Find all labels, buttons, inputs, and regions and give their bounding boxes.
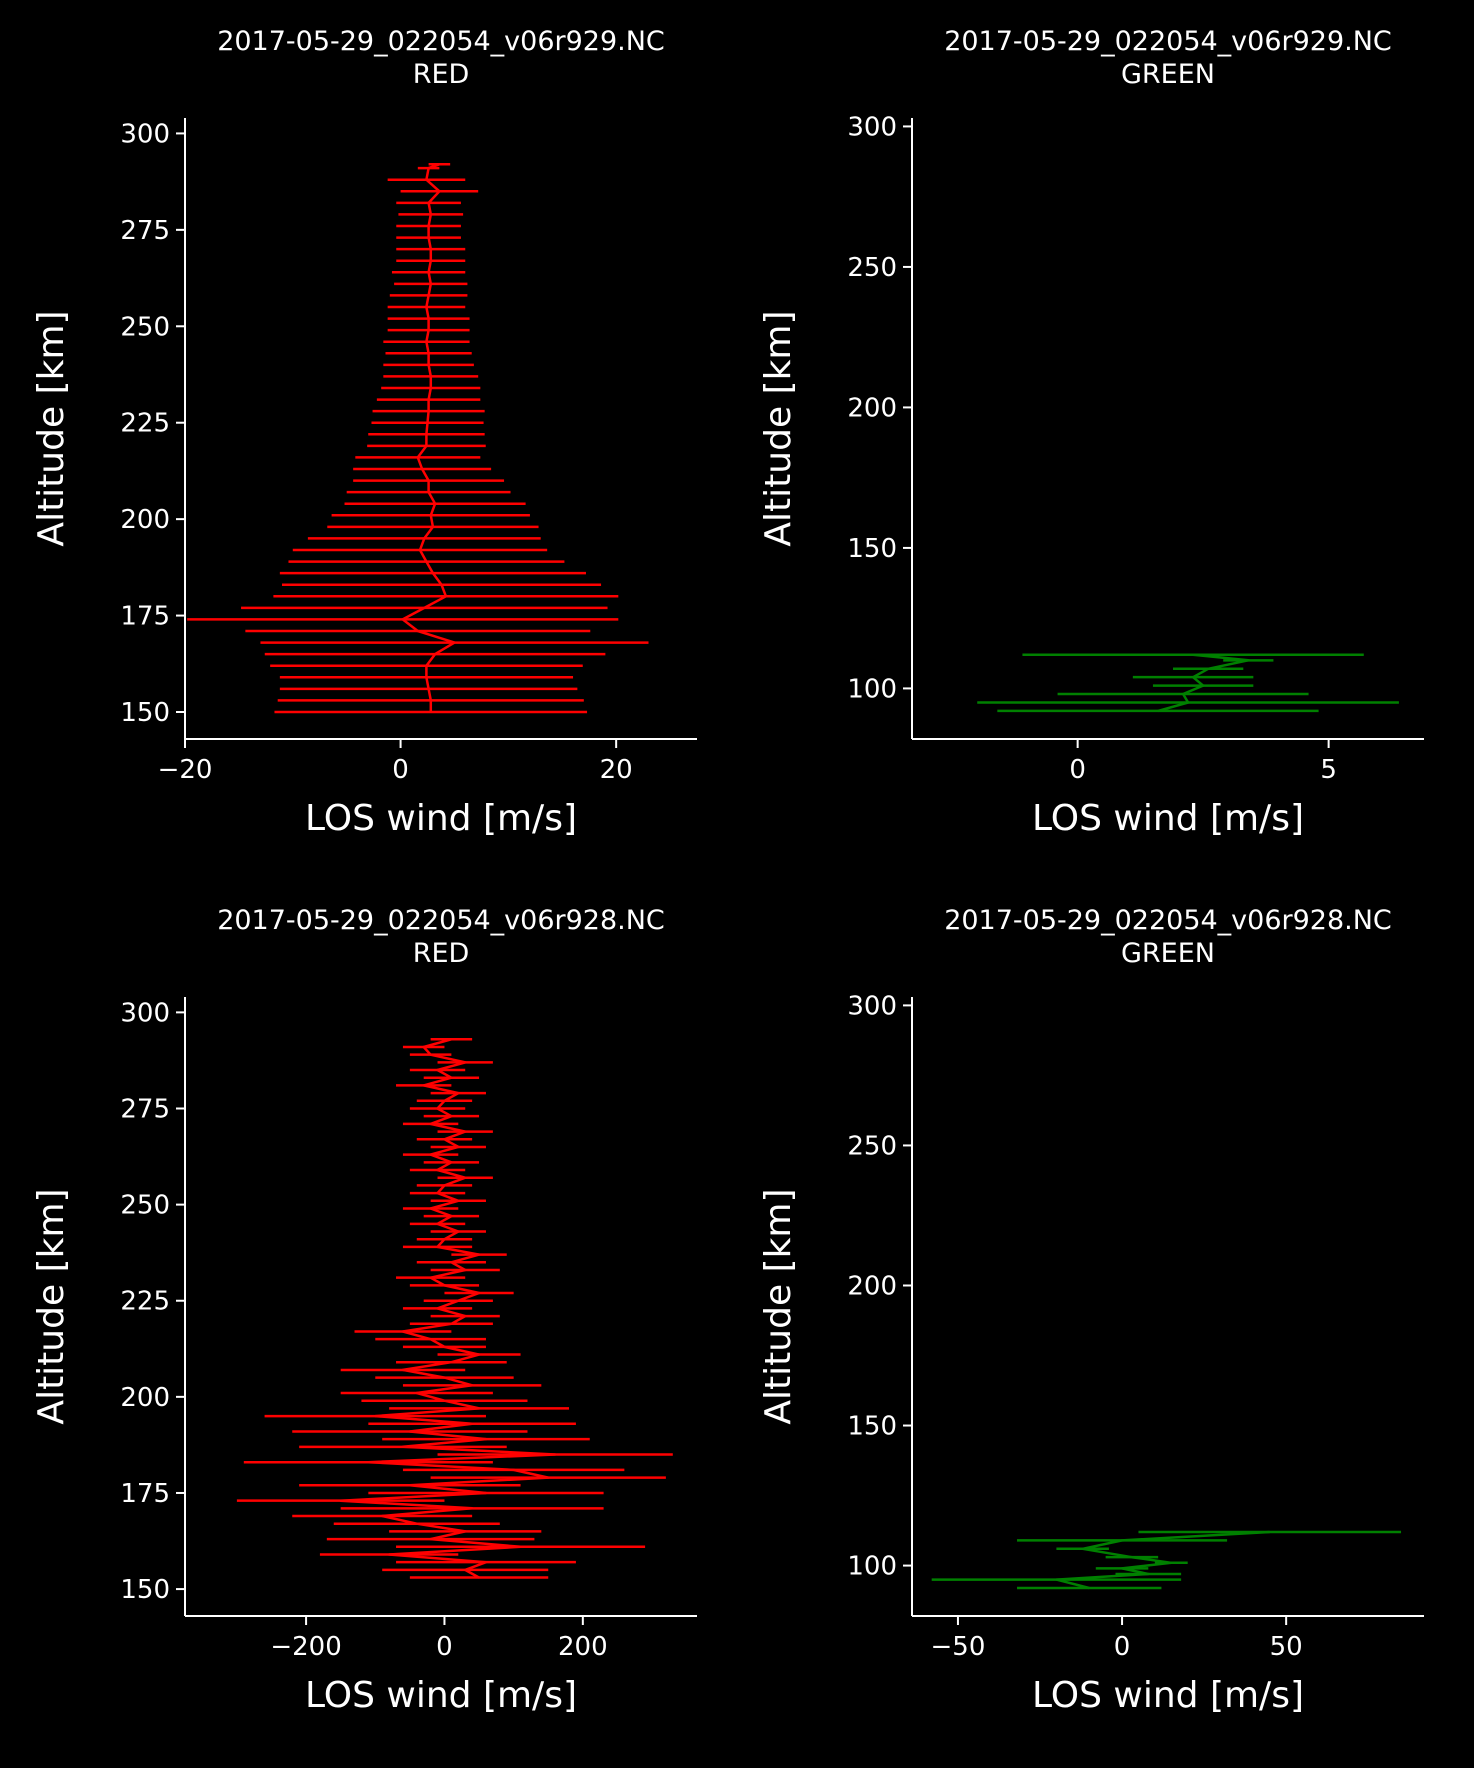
y-tick-label: 225 xyxy=(120,409,170,439)
y-tick-label: 300 xyxy=(847,991,897,1021)
x-tick-label: 0 xyxy=(392,755,409,785)
x-tick-label: −200 xyxy=(270,1632,341,1662)
wind-profile-line xyxy=(339,1038,557,1579)
y-axis-label: Altitude [km] xyxy=(31,1188,72,1424)
y-tick-label: 200 xyxy=(120,505,170,535)
y-tick-label: 150 xyxy=(120,1575,170,1605)
x-tick-label: 5 xyxy=(1320,755,1337,785)
chart-title: 2017-05-29_022054_v06r929.NC xyxy=(944,26,1392,57)
y-tick-label: 100 xyxy=(847,1552,897,1582)
y-tick-label: 175 xyxy=(120,1479,170,1509)
x-axis-label: LOS wind [m/s] xyxy=(1032,1675,1304,1716)
wind-profile-line xyxy=(401,163,456,712)
y-tick-label: 200 xyxy=(120,1383,170,1413)
y-tick-label: 250 xyxy=(120,312,170,342)
x-tick-label: 50 xyxy=(1270,1632,1303,1662)
chart-subtitle: RED xyxy=(413,938,470,969)
x-tick-label: 200 xyxy=(558,1632,608,1662)
x-tick-label: 0 xyxy=(1114,1632,1131,1662)
wind-profile-line xyxy=(1055,1530,1270,1590)
y-tick-label: 200 xyxy=(847,1271,897,1301)
y-tick-label: 250 xyxy=(847,1131,897,1161)
x-tick-label: 0 xyxy=(436,1632,453,1662)
x-tick-label: −50 xyxy=(931,1632,986,1662)
x-axis-label: LOS wind [m/s] xyxy=(305,798,577,839)
wind-profile-line xyxy=(1157,653,1250,713)
x-axis-label: LOS wind [m/s] xyxy=(305,1675,577,1716)
y-tick-label: 275 xyxy=(120,216,170,246)
y-axis-label: Altitude [km] xyxy=(758,310,799,546)
y-tick-label: 150 xyxy=(847,534,897,564)
y-tick-label: 150 xyxy=(847,1412,897,1442)
x-tick-label: −20 xyxy=(158,755,213,785)
chart-title: 2017-05-29_022054_v06r928.NC xyxy=(944,905,1392,936)
x-tick-label: 0 xyxy=(1069,755,1086,785)
y-tick-label: 300 xyxy=(847,112,897,142)
chart-title: 2017-05-29_022054_v06r929.NC xyxy=(217,26,665,57)
y-tick-label: 300 xyxy=(120,119,170,149)
y-tick-label: 250 xyxy=(120,1191,170,1221)
y-axis-label: Altitude [km] xyxy=(758,1188,799,1424)
chart-subtitle: GREEN xyxy=(1121,59,1215,90)
x-tick-label: 20 xyxy=(600,755,633,785)
chart-title: 2017-05-29_022054_v06r928.NC xyxy=(217,905,665,936)
chart-subtitle: GREEN xyxy=(1121,938,1215,969)
x-axis-label: LOS wind [m/s] xyxy=(1032,798,1304,839)
y-axis-label: Altitude [km] xyxy=(31,310,72,546)
y-tick-label: 200 xyxy=(847,393,897,423)
y-tick-label: 300 xyxy=(120,998,170,1028)
chart-subtitle: RED xyxy=(413,59,470,90)
y-tick-label: 250 xyxy=(847,253,897,283)
y-tick-label: 225 xyxy=(120,1287,170,1317)
y-tick-label: 275 xyxy=(120,1094,170,1124)
y-tick-label: 175 xyxy=(120,602,170,632)
y-tick-label: 150 xyxy=(120,698,170,728)
y-tick-label: 100 xyxy=(847,674,897,704)
